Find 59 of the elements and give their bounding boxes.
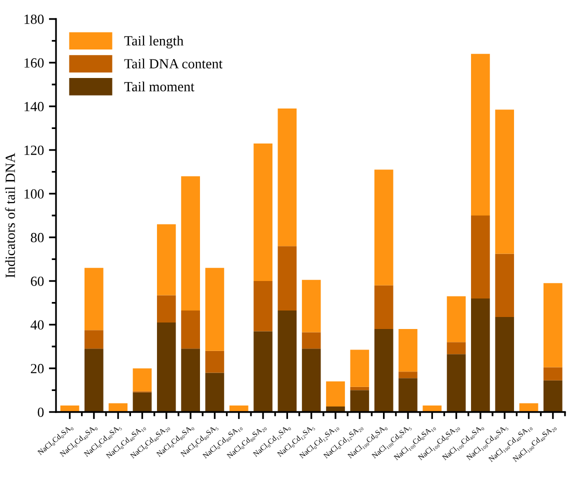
bar [156, 295, 176, 322]
bar [446, 296, 466, 342]
y-axis-title: Indicators of tail DNA [5, 152, 15, 278]
bar [84, 268, 104, 330]
bar [132, 368, 152, 392]
bar [398, 372, 418, 378]
bar [350, 386, 370, 390]
bar [84, 330, 104, 349]
bar [471, 54, 490, 216]
bar [350, 390, 370, 412]
bar [446, 342, 466, 354]
bar [84, 348, 104, 412]
bar [302, 280, 321, 332]
bar [132, 392, 152, 412]
bar [302, 348, 321, 412]
bar [350, 350, 370, 387]
bar [156, 322, 176, 412]
y-tick-label: 60 [30, 276, 44, 286]
bar [278, 246, 297, 310]
bar [374, 170, 394, 286]
bar [278, 310, 297, 412]
bar [495, 317, 514, 412]
y-tick-label: 80 [30, 232, 44, 242]
y-tick-label: 20 [30, 364, 44, 374]
bar [495, 110, 514, 254]
y-tick-label: 0 [38, 408, 44, 417]
bar [205, 268, 224, 351]
bar [205, 350, 224, 373]
bar [471, 298, 490, 412]
bar [254, 143, 272, 281]
bar [544, 283, 562, 368]
bar [181, 310, 200, 349]
bar [278, 108, 297, 246]
y-tick-label: 100 [24, 189, 44, 199]
bar [205, 372, 224, 412]
bar [398, 329, 418, 372]
bar [181, 348, 200, 412]
y-tick-label: 180 [24, 14, 44, 24]
bar [326, 381, 345, 407]
bar [544, 380, 562, 412]
bar [374, 285, 394, 330]
bar [544, 367, 562, 380]
y-tick-label: 160 [24, 58, 44, 68]
bar [374, 329, 394, 412]
bar [254, 331, 272, 412]
legend-label: Tail length [124, 36, 184, 48]
bar [495, 254, 514, 318]
bar [398, 378, 418, 412]
y-tick-label: 40 [30, 320, 44, 330]
bar [254, 281, 272, 332]
bar [181, 176, 200, 310]
y-tick-label: 120 [24, 146, 44, 155]
legend-label: Tail moment [124, 82, 194, 92]
bar [471, 216, 490, 298]
bar [302, 332, 321, 349]
y-tick-label: 140 [24, 102, 44, 112]
bar [446, 354, 466, 412]
legend-label: Tail DNA content [124, 58, 223, 68]
bar [156, 224, 176, 296]
